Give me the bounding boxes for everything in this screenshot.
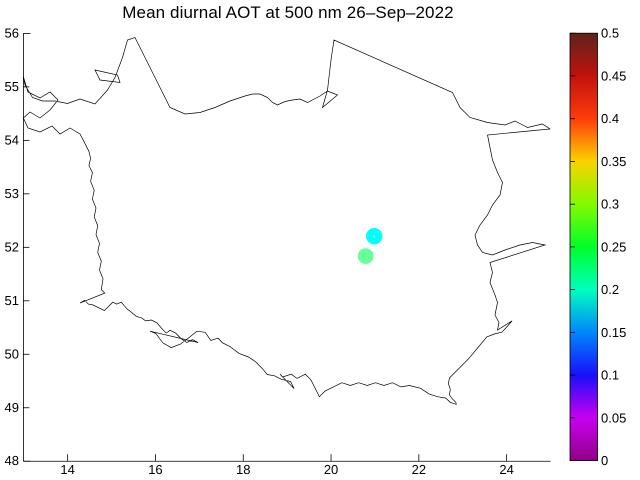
svg-text:0.3: 0.3 xyxy=(601,197,619,212)
svg-text:22: 22 xyxy=(412,462,426,477)
svg-text:50: 50 xyxy=(5,346,19,361)
svg-text:0.15: 0.15 xyxy=(601,325,626,340)
svg-text:18: 18 xyxy=(236,462,250,477)
svg-text:24: 24 xyxy=(499,462,513,477)
svg-text:55: 55 xyxy=(5,79,19,94)
svg-text:0.4: 0.4 xyxy=(601,111,619,126)
svg-text:56: 56 xyxy=(5,26,19,41)
svg-text:0.2: 0.2 xyxy=(601,282,619,297)
svg-text:0.35: 0.35 xyxy=(601,154,626,169)
svg-text:14: 14 xyxy=(60,462,74,477)
svg-text:0.25: 0.25 xyxy=(601,239,626,254)
svg-text:20: 20 xyxy=(324,462,338,477)
svg-text:49: 49 xyxy=(5,400,19,415)
svg-text:0: 0 xyxy=(601,453,608,468)
svg-text:0.05: 0.05 xyxy=(601,410,626,425)
svg-text:54: 54 xyxy=(5,132,19,147)
svg-text:53: 53 xyxy=(5,186,19,201)
svg-text:51: 51 xyxy=(5,293,19,308)
svg-text:0.5: 0.5 xyxy=(601,26,619,41)
svg-text:52: 52 xyxy=(5,239,19,254)
svg-text:0.45: 0.45 xyxy=(601,68,626,83)
svg-text:48: 48 xyxy=(5,453,19,468)
svg-text:16: 16 xyxy=(148,462,162,477)
svg-text:0.1: 0.1 xyxy=(601,368,619,383)
